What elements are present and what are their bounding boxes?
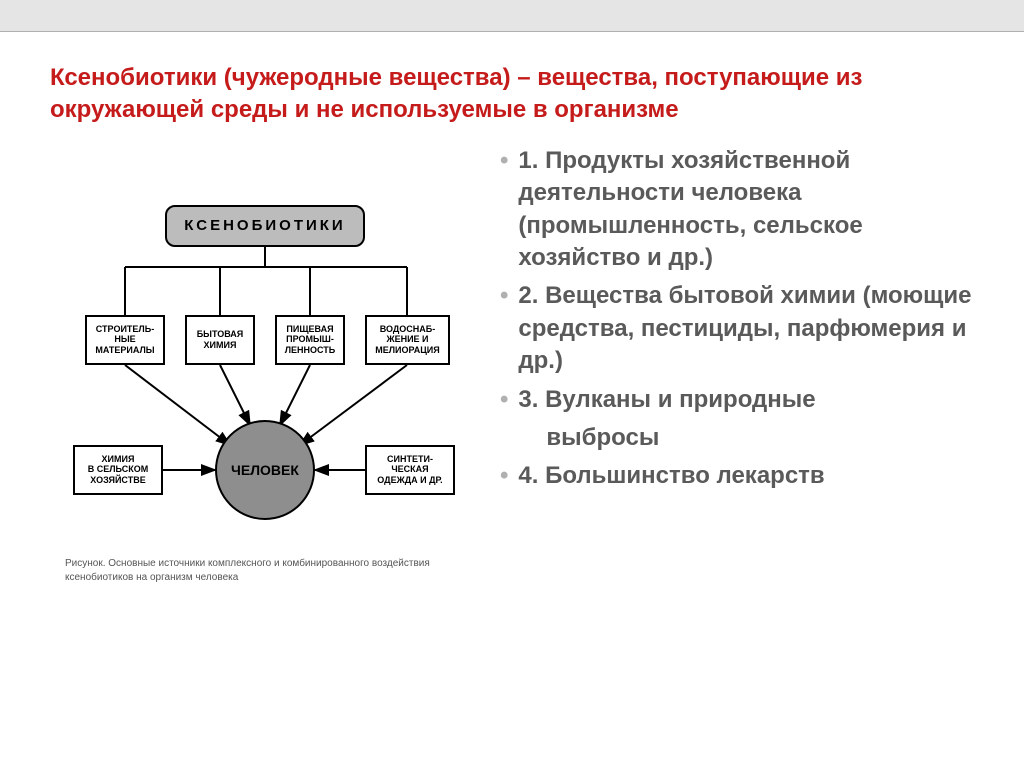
slide-content: Ксенобиотики (чужеродные вещества) – вещ…: [0, 32, 1024, 605]
xenobiotics-diagram: КСЕНОБИОТИКИ СТРОИТЕЛЬ- НЫЕ МАТЕРИАЛЫ БЫТ…: [55, 205, 475, 585]
diagram-box-box3: ПИЩЕВАЯ ПРОМЫШ- ЛЕННОСТЬ: [275, 315, 345, 365]
bullet-item-2: • 2. Вещества бытовой химии (моющие сред…: [500, 280, 974, 377]
bullet-item-1: • 1. Продукты хозяйственной деятельности…: [500, 145, 974, 275]
bullet-item-4: • 4. Большинство лекарств: [500, 460, 974, 492]
text-column: • 1. Продукты хозяйственной деятельности…: [500, 145, 974, 585]
top-band: [0, 0, 1024, 32]
diagram-top-box: КСЕНОБИОТИКИ: [165, 205, 365, 247]
columns: КСЕНОБИОТИКИ СТРОИТЕЛЬ- НЫЕ МАТЕРИАЛЫ БЫТ…: [50, 145, 974, 585]
bullet-text: 3. Вулканы и природные: [518, 384, 815, 416]
bullet-text: 1. Продукты хозяйственной деятельности ч…: [518, 145, 974, 275]
bullet-item-3-cont: • выбросы: [500, 422, 974, 454]
bullet-text: выбросы: [546, 422, 659, 454]
bullet-text: 2. Вещества бытовой химии (моющие средст…: [518, 280, 974, 377]
bullet-marker: •: [500, 460, 508, 492]
diagram-box-box2: БЫТОВАЯ ХИМИЯ: [185, 315, 255, 365]
bullet-item-3: • 3. Вулканы и природные: [500, 384, 974, 416]
diagram-box-box6: СИНТЕТИ- ЧЕСКАЯ ОДЕЖДА И ДР.: [365, 445, 455, 495]
diagram-box-box1: СТРОИТЕЛЬ- НЫЕ МАТЕРИАЛЫ: [85, 315, 165, 365]
diagram-caption: Рисунок. Основные источники комплексного…: [65, 557, 465, 585]
slide-title: Ксенобиотики (чужеродные вещества) – вещ…: [50, 62, 974, 127]
bullet-text: 4. Большинство лекарств: [518, 460, 824, 492]
bullet-marker: •: [500, 384, 508, 416]
diagram-column: КСЕНОБИОТИКИ СТРОИТЕЛЬ- НЫЕ МАТЕРИАЛЫ БЫТ…: [50, 145, 480, 585]
bullet-marker: •: [500, 145, 508, 275]
diagram-box-box5: ХИМИЯ В СЕЛЬСКОМ ХОЗЯЙСТВЕ: [73, 445, 163, 495]
diagram-center-circle: ЧЕЛОВЕК: [215, 420, 315, 520]
diagram-box-box4: ВОДОСНАБ- ЖЕНИЕ И МЕЛИОРАЦИЯ: [365, 315, 450, 365]
bullet-marker: •: [500, 280, 508, 377]
